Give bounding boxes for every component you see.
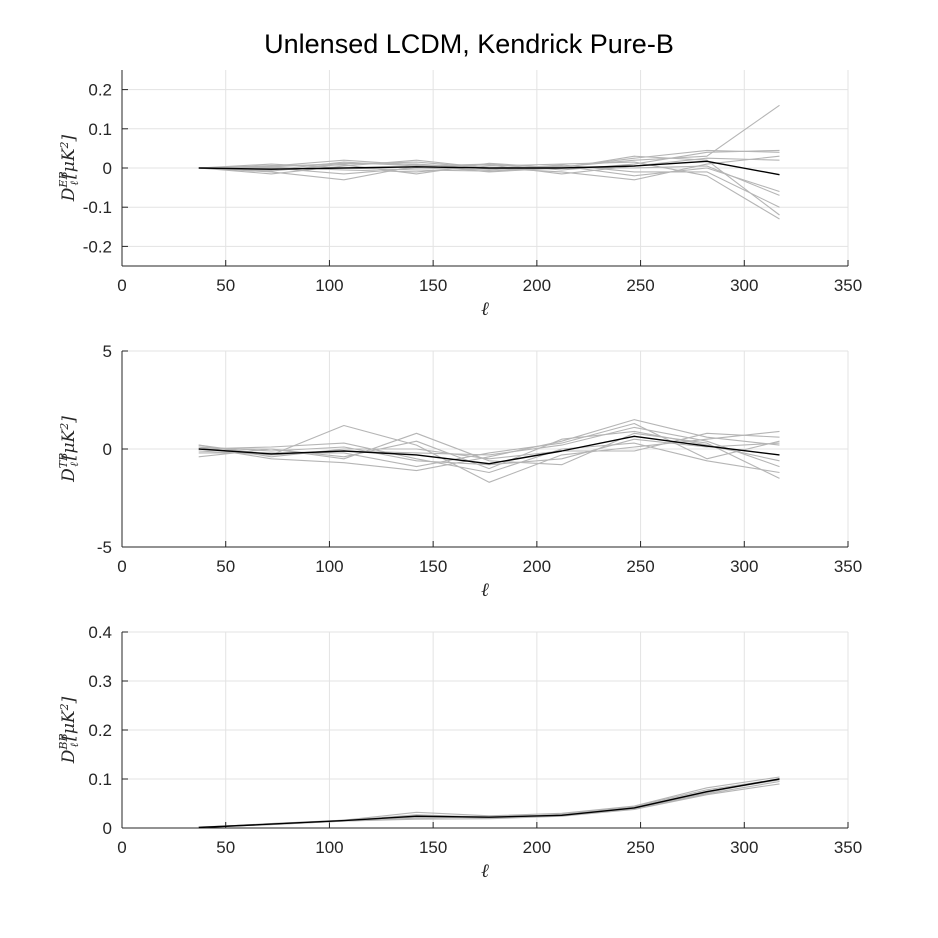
- panel-eb: 0 50 100 150 200 250 300 350-0.2-0.100.10.2ℓDEB…: [57, 70, 862, 320]
- y-axis-label: DBBℓ[μK2]: [57, 696, 81, 764]
- x-tick-label: 300: [730, 838, 758, 857]
- y-tick-label: 0.2: [88, 81, 112, 100]
- y-tick-label: 0.1: [88, 120, 112, 139]
- x-tick-label: 350: [834, 276, 862, 295]
- realization-series-line: [198, 776, 780, 829]
- realization-series-line: [198, 430, 780, 470]
- y-label-unit-sq: 2: [58, 703, 71, 711]
- x-tick-label: 300: [730, 557, 758, 576]
- realization-series-line: [198, 432, 780, 479]
- y-tick-label: -0.1: [83, 198, 112, 217]
- y-axis-label: DTBℓ [μK2]: [57, 416, 81, 483]
- realization-series-line: [198, 779, 780, 828]
- y-tick-label: 0.1: [88, 770, 112, 789]
- y-label-unit-K: K: [59, 428, 79, 443]
- y-label-base: D: [59, 468, 79, 483]
- x-tick-label: 150: [419, 557, 447, 576]
- x-tick-label: 150: [419, 838, 447, 857]
- y-label-sub: ℓ: [68, 180, 81, 185]
- y-tick-label: 0.4: [88, 623, 112, 642]
- x-tick-label: 0: [117, 557, 126, 576]
- x-tick-label: 150: [419, 276, 447, 295]
- y-label-unit-sq: 2: [58, 423, 71, 431]
- y-tick-label: 0.2: [88, 721, 112, 740]
- x-axis-label: ℓ: [481, 579, 489, 601]
- y-label-unit-mu: μ: [59, 442, 79, 453]
- x-tick-label: 50: [216, 557, 235, 576]
- realization-series-line: [198, 157, 780, 175]
- y-tick-label: -0.2: [83, 237, 112, 256]
- figure-title: Unlensed LCDM, Kendrick Pure-B: [264, 29, 674, 59]
- realization-series-line: [198, 164, 780, 208]
- realization-series-line: [198, 778, 780, 829]
- y-tick-label: 0: [103, 819, 112, 838]
- y-tick-label: 0: [103, 440, 112, 459]
- y-label-base: D: [59, 749, 79, 764]
- y-label-base: D: [59, 187, 79, 202]
- y-label-unit-open: [: [59, 172, 79, 179]
- realization-series-line: [198, 432, 780, 460]
- y-label-unit-open: [: [59, 453, 79, 460]
- mean-series-line: [198, 778, 780, 829]
- y-tick-label: 0: [103, 159, 112, 178]
- y-label-unit-K: K: [59, 709, 79, 724]
- x-tick-label: 100: [315, 838, 343, 857]
- y-label-unit-open: [: [59, 734, 79, 741]
- y-label-unit-K: K: [59, 147, 79, 162]
- x-tick-label: 200: [523, 557, 551, 576]
- panels: 0 50 100 150 200 250 300 350-0.2-0.100.10.2ℓDEB…: [57, 70, 862, 882]
- mean-series-line: [198, 160, 780, 176]
- x-tick-label: 200: [523, 276, 551, 295]
- x-tick-label: 300: [730, 276, 758, 295]
- x-tick-label: 50: [216, 276, 235, 295]
- y-label-sup: TB: [57, 453, 70, 468]
- mean-series-line: [198, 435, 780, 465]
- realization-series-line: [198, 442, 780, 474]
- realization-series-line: [198, 162, 780, 196]
- realization-series-line: [198, 438, 780, 466]
- y-tick-label: 5: [103, 342, 112, 361]
- y-axis-label: DEBℓ[μK2]: [57, 134, 81, 202]
- x-tick-label: 0: [117, 276, 126, 295]
- y-label-unit-mu: μ: [59, 723, 79, 734]
- x-tick-label: 250: [626, 557, 654, 576]
- y-label-unit-sq: 2: [58, 141, 71, 149]
- y-label-unit-close: ]: [59, 696, 79, 704]
- y-label-unit-close: ]: [59, 134, 79, 142]
- realization-series-line: [198, 783, 780, 829]
- y-label-sub: ℓ: [68, 742, 81, 747]
- y-tick-label: -5: [97, 538, 112, 557]
- x-tick-label: 100: [315, 557, 343, 576]
- realization-series-line: [198, 155, 780, 216]
- realization-series-line: [198, 149, 780, 181]
- panel-bb: 0 50 100 150 200 250 300 35000.10.20.30.4ℓDBBℓ[…: [57, 623, 862, 882]
- x-tick-label: 100: [315, 276, 343, 295]
- y-label-unit-close: ]: [59, 416, 79, 424]
- x-tick-label: 250: [626, 838, 654, 857]
- realization-series-line: [198, 424, 780, 483]
- x-tick-label: 0: [117, 838, 126, 857]
- x-axis-label: ℓ: [481, 860, 489, 882]
- x-tick-label: 200: [523, 838, 551, 857]
- x-tick-label: 350: [834, 557, 862, 576]
- realization-series-line: [198, 419, 780, 472]
- x-tick-label: 250: [626, 276, 654, 295]
- y-label-unit-mu: μ: [59, 161, 79, 172]
- x-tick-label: 350: [834, 838, 862, 857]
- y-tick-label: 0.3: [88, 672, 112, 691]
- realization-series-line: [198, 780, 780, 828]
- y-label-sub: ℓ: [68, 462, 81, 467]
- y-label-sup: BB: [57, 733, 70, 750]
- realization-series-line: [198, 777, 780, 829]
- x-axis-label: ℓ: [481, 298, 489, 320]
- y-label-sup: EB: [57, 171, 70, 188]
- x-tick-label: 50: [216, 838, 235, 857]
